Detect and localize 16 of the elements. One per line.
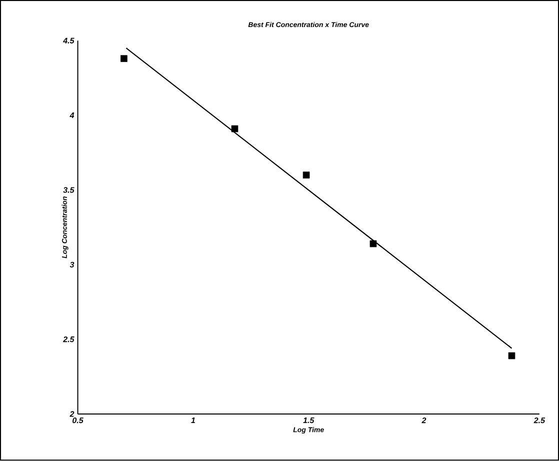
y-tick-label: 2.5: [63, 336, 74, 342]
y-tick-label: 4: [70, 112, 74, 118]
point: [508, 352, 516, 360]
x-tick-label: 0.5: [72, 418, 84, 424]
point: [231, 126, 238, 132]
y-tick-label: 3: [70, 262, 74, 268]
x-tick-label: 2.5: [534, 418, 546, 424]
point: [302, 172, 310, 179]
y-tick-label: 4.5: [63, 38, 74, 44]
x-tick-label: 2: [422, 418, 426, 424]
y-tick-label: 2: [70, 411, 74, 417]
y-tick-label: 3.5: [63, 187, 74, 193]
x-tick-label: 1.5: [303, 418, 314, 424]
point: [120, 55, 128, 62]
point: [370, 240, 377, 248]
x-tick-label: 1: [191, 418, 195, 424]
